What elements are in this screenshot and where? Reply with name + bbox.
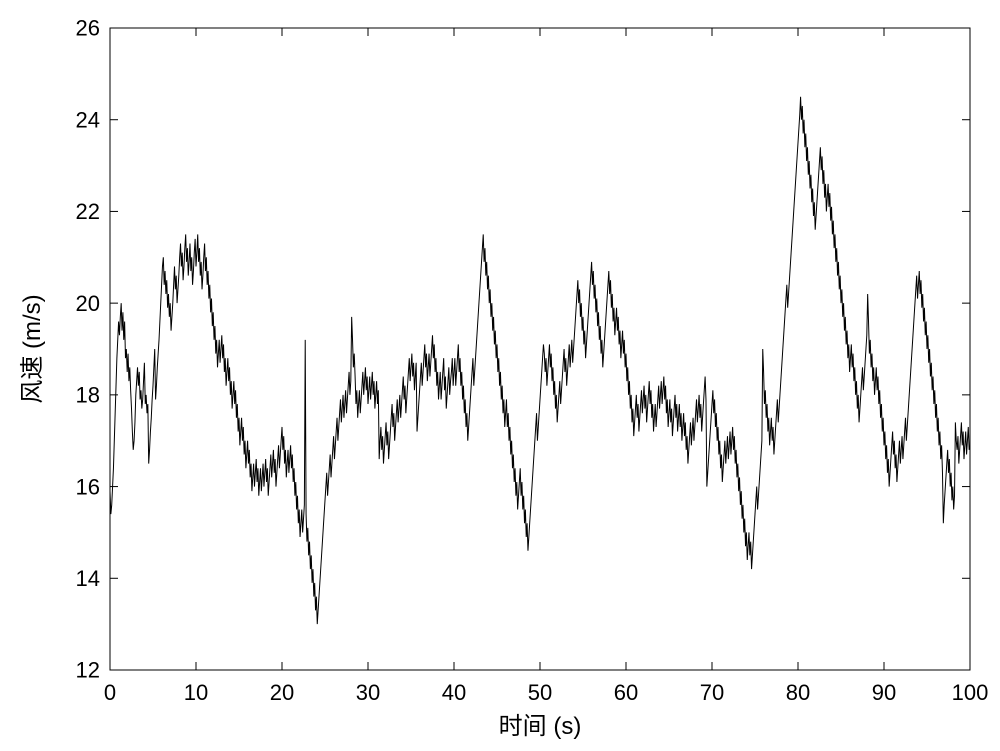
x-tick-label: 40: [442, 680, 466, 705]
plot-frame: [110, 28, 970, 670]
y-tick-label: 12: [76, 658, 100, 683]
y-tick-label: 26: [76, 16, 100, 41]
y-tick-label: 18: [76, 383, 100, 408]
y-axis-label: 风速 (m/s): [19, 294, 46, 403]
x-tick-label: 60: [614, 680, 638, 705]
y-tick-label: 16: [76, 474, 100, 499]
chart-svg: 0 10 20 30 40 50 60 70 80 90 100 12 14 16 18 20 22 24 26 时间…: [0, 0, 1000, 751]
x-tick-label: 80: [786, 680, 810, 705]
x-tick-label: 100: [952, 680, 989, 705]
x-axis-label: 时间 (s): [499, 713, 582, 740]
x-tick-label: 20: [270, 680, 294, 705]
y-tick-label: 14: [76, 566, 100, 591]
x-tick-label: 50: [528, 680, 552, 705]
x-tick-label: 30: [356, 680, 380, 705]
x-tick-label: 70: [700, 680, 724, 705]
y-tick-label: 22: [76, 199, 100, 224]
wind-speed-chart: 0 10 20 30 40 50 60 70 80 90 100 12 14 16 18 20 22 24 26 时间…: [0, 0, 1000, 751]
y-tick-label: 24: [76, 107, 100, 132]
x-tick-label: 90: [872, 680, 896, 705]
x-tick-label: 10: [184, 680, 208, 705]
y-tick-label: 20: [76, 291, 100, 316]
x-tick-label: 0: [104, 680, 116, 705]
